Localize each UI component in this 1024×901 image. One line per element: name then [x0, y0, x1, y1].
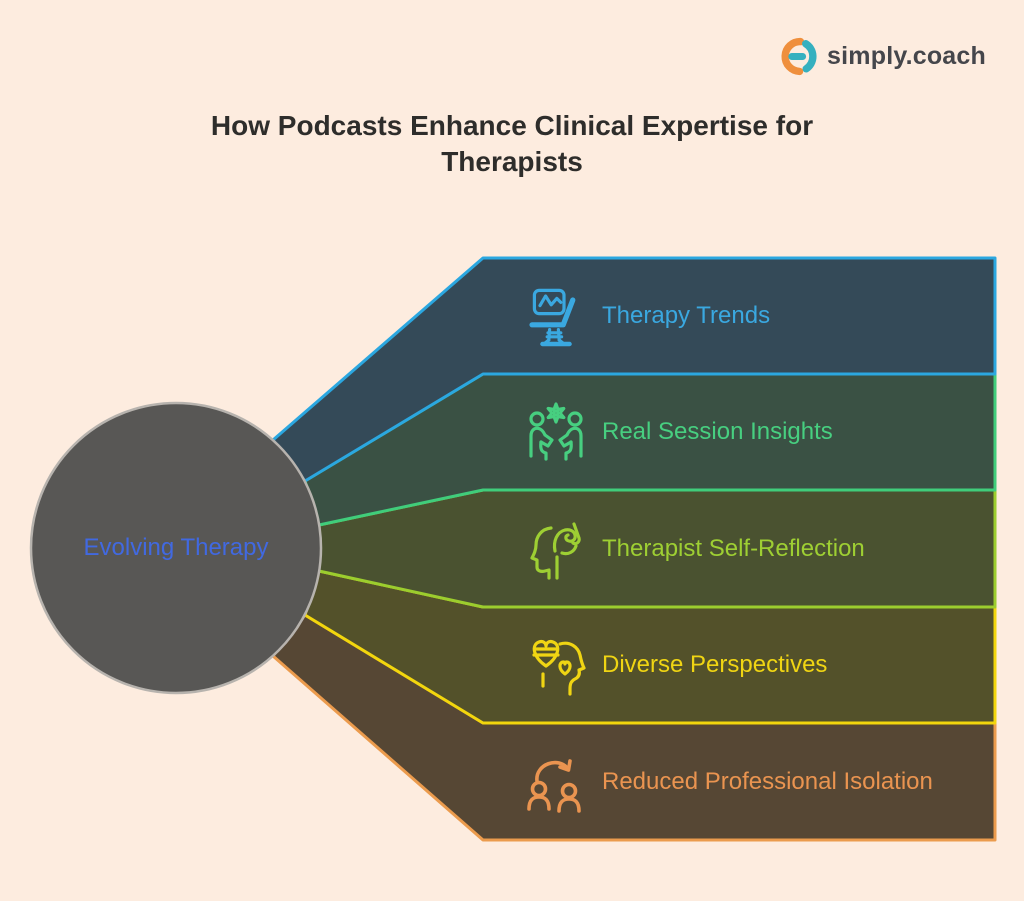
branch-row-therapy-trends: Therapy Trends [524, 284, 770, 348]
branch-row-reduced-professional-isolation: Reduced Professional Isolation [524, 750, 933, 814]
branch-row-real-session-insights: Real Session Insights [524, 400, 833, 464]
logo-orange-arc [781, 37, 805, 76]
therapy-chair-icon [529, 288, 576, 347]
branch-label: Therapist Self-Reflection [602, 535, 865, 562]
page-title: How Podcasts Enhance Clinical Expertise … [210, 110, 814, 178]
session-partners-icon [529, 402, 583, 461]
branch-label: Real Session Insights [602, 418, 833, 445]
simply-coach-logo-icon [781, 37, 817, 76]
brand-name: simply.coach [827, 42, 986, 70]
branch-row-diverse-perspectives: Diverse Perspectives [524, 633, 827, 697]
branch-label: Diverse Perspectives [602, 651, 828, 678]
branch-label: Reduced Professional Isolation [602, 768, 933, 795]
branch-label: Therapy Trends [602, 302, 771, 329]
diverse-mind-hearts-icon [532, 639, 586, 696]
brand-logo: simply.coach [779, 37, 986, 76]
center-circle [29, 401, 323, 695]
connected-people-arrow-icon [527, 759, 581, 813]
branch-row-therapist-self-reflection: Therapist Self-Reflection [524, 517, 865, 581]
logo-teal-arc [802, 39, 817, 73]
center-node-label: Evolving Therapy [83, 534, 269, 561]
self-reflection-head-hand-icon [530, 522, 581, 580]
